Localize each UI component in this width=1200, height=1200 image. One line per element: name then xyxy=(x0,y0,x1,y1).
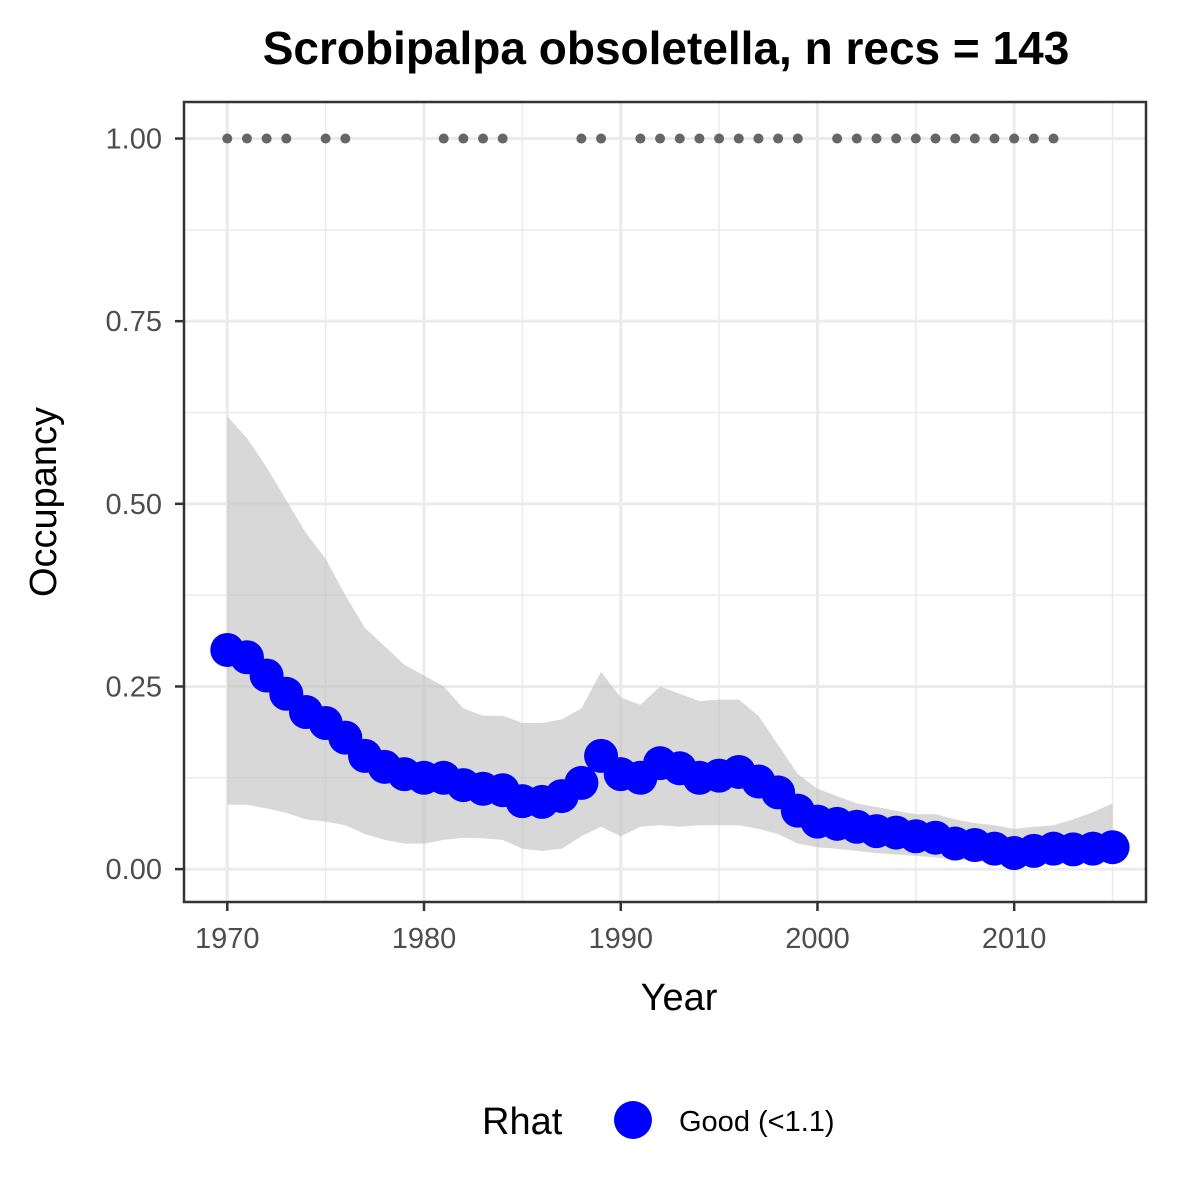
record-point xyxy=(320,133,331,144)
legend-key-good xyxy=(614,1101,652,1139)
record-point xyxy=(753,133,764,144)
y-tick-label: 0.50 xyxy=(106,489,162,521)
record-point xyxy=(438,133,449,144)
legend: Rhat Good (<1.1) xyxy=(482,1101,835,1143)
record-point xyxy=(792,133,803,144)
x-axis-title: Year xyxy=(641,977,718,1019)
record-point xyxy=(733,133,744,144)
record-point xyxy=(655,133,666,144)
record-point xyxy=(871,133,882,144)
record-point xyxy=(714,133,725,144)
plot-panel xyxy=(182,100,1148,904)
y-tick-label: 0.75 xyxy=(106,306,162,338)
record-point xyxy=(773,133,784,144)
record-point xyxy=(674,133,685,144)
y-tick-label: 0.25 xyxy=(106,671,162,703)
occupancy-points xyxy=(210,632,1130,871)
record-point xyxy=(241,133,252,144)
record-point xyxy=(930,133,941,144)
panel-border xyxy=(182,100,1148,904)
y-tick-label: 1.00 xyxy=(106,124,162,156)
y-axis-title: Occupancy xyxy=(23,407,65,597)
occupancy-point xyxy=(564,765,599,800)
record-point xyxy=(694,133,705,144)
record-point xyxy=(497,133,508,144)
record-point xyxy=(222,133,233,144)
record-point xyxy=(635,133,646,144)
x-tick-label: 1990 xyxy=(588,923,653,955)
x-tick-label: 2000 xyxy=(785,923,850,955)
record-point xyxy=(832,133,843,144)
record-point xyxy=(891,133,902,144)
record-point xyxy=(1009,133,1020,144)
legend-label-good: Good (<1.1) xyxy=(679,1106,835,1138)
record-point xyxy=(1048,133,1059,144)
record-point xyxy=(910,133,921,144)
record-point xyxy=(596,133,607,144)
record-point xyxy=(989,133,1000,144)
record-point xyxy=(576,133,587,144)
y-axis: 0.00 0.25 0.50 0.75 1.00 xyxy=(106,124,184,886)
record-point xyxy=(261,133,272,144)
occupancy-point xyxy=(1095,830,1130,865)
legend-title: Rhat xyxy=(482,1101,563,1143)
x-tick-label: 1980 xyxy=(392,923,457,955)
record-point xyxy=(969,133,980,144)
record-point xyxy=(458,133,469,144)
record-point xyxy=(1028,133,1039,144)
record-point xyxy=(478,133,489,144)
record-point xyxy=(950,133,961,144)
credible-interval-ribbon xyxy=(227,416,1113,864)
chart-title: Scrobipalpa obsoletella, n recs = 143 xyxy=(263,22,1070,74)
x-tick-label: 2010 xyxy=(982,923,1047,955)
x-tick-label: 1970 xyxy=(195,923,260,955)
record-points xyxy=(222,133,1059,144)
record-point xyxy=(281,133,292,144)
y-tick-label: 0.00 xyxy=(106,854,162,886)
record-point xyxy=(851,133,862,144)
record-point xyxy=(340,133,351,144)
x-axis: 1970 1980 1990 2000 2010 xyxy=(195,902,1046,955)
